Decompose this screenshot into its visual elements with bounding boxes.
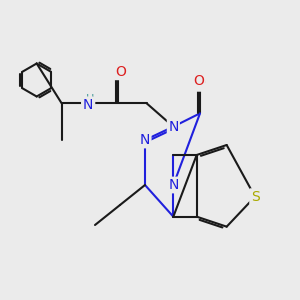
Text: N: N bbox=[82, 98, 93, 112]
Text: N: N bbox=[168, 178, 178, 192]
Text: S: S bbox=[250, 190, 260, 204]
Text: O: O bbox=[193, 74, 204, 88]
Text: O: O bbox=[195, 76, 206, 90]
Text: O: O bbox=[115, 65, 126, 79]
Text: N: N bbox=[168, 120, 178, 134]
Text: N: N bbox=[140, 133, 150, 147]
Text: H: H bbox=[86, 94, 94, 104]
